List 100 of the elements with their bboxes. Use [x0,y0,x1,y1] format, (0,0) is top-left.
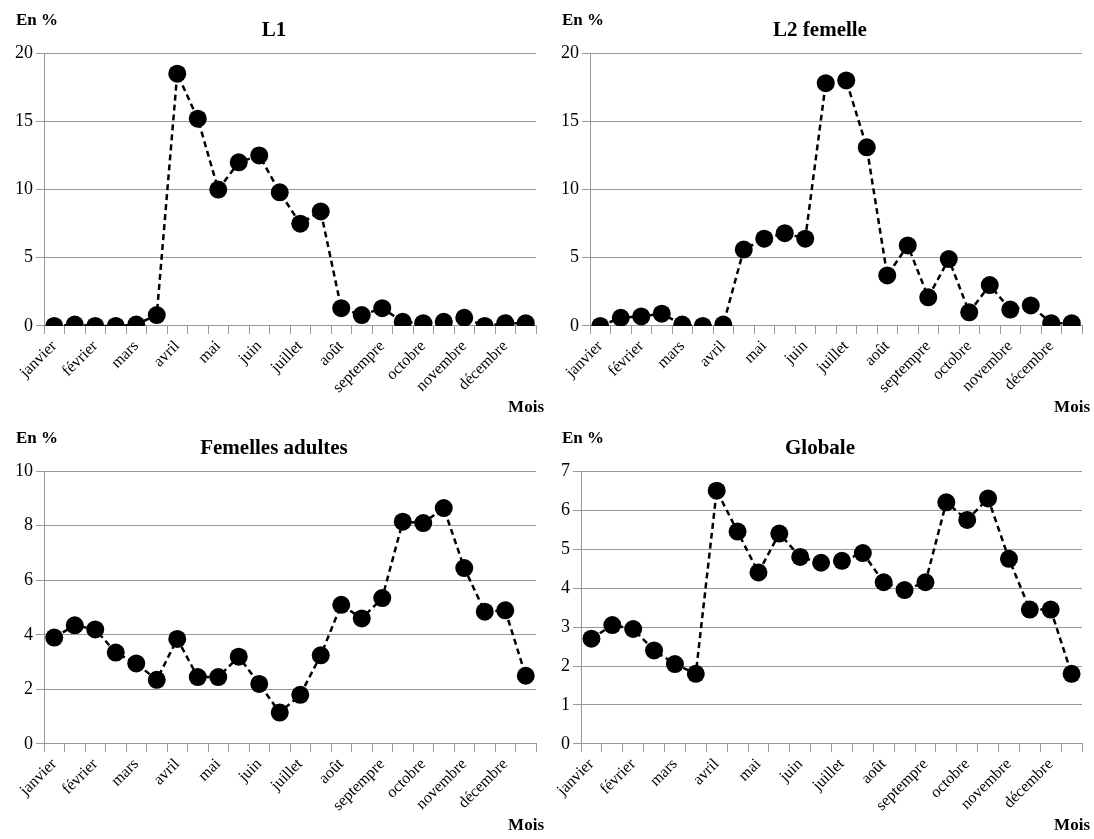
y-tick-label: 7 [561,459,570,480]
point [770,524,789,543]
y-tick-label: 15 [15,110,33,131]
point [632,307,651,326]
x-tick-label: avril [689,754,723,788]
point [229,647,248,666]
y-tick-label: 5 [24,246,33,267]
point [250,146,269,165]
y-tick-label: 10 [561,178,579,199]
y-tick-label: 0 [24,732,33,753]
x-tick-label: avril [695,336,729,370]
point [414,514,433,533]
chart-title: Femelles adultes [200,435,348,460]
point [311,202,330,221]
x-tick-label: avril [149,754,183,788]
x-tick-label: mars [653,336,688,371]
point [352,609,371,628]
point [916,573,935,592]
x-axis-title: Mois [508,814,545,834]
point [775,224,794,243]
y-tick-label: 0 [561,732,570,753]
x-tick-label: mai [194,754,224,784]
point [127,654,146,673]
point [895,581,914,600]
point [270,703,289,722]
x-tick-label: mai [734,754,764,784]
point [603,616,622,635]
y-axis-title: En % [562,9,605,29]
point [475,602,494,621]
point [86,620,105,639]
chart-title: Globale [784,435,856,460]
point [45,628,64,647]
point [393,512,412,531]
point [939,250,958,269]
point [755,229,774,248]
point [582,629,601,648]
x-tick-label: mars [107,754,142,789]
x-tick-label: mars [646,754,681,789]
point [796,229,815,248]
chart-title: L2 femelle [773,17,867,42]
y-tick-label: 20 [561,41,579,62]
x-axis-title: Mois [1054,396,1091,416]
point [853,544,872,563]
point [878,266,897,285]
y-tick-label: 4 [561,576,570,597]
point [812,553,831,572]
point [979,489,998,508]
point [1001,300,1020,319]
point [652,304,671,323]
point [291,214,310,233]
point [250,674,269,693]
point [209,180,228,199]
point [728,522,747,541]
point [496,601,515,620]
y-tick-label: 6 [561,498,570,519]
chart-title: L1 [261,17,287,42]
point [168,629,187,648]
point [270,183,289,202]
point [980,276,999,295]
point [707,481,726,500]
y-tick-label: 4 [24,623,33,644]
point [229,153,248,172]
point [958,510,977,529]
point [611,308,630,326]
point [832,551,851,570]
x-tick-label: juin [234,754,266,786]
y-axis-title: En % [562,427,605,447]
y-tick-label: 8 [24,514,33,535]
y-tick-label: 2 [561,654,570,675]
point [734,240,753,259]
point [516,666,535,685]
point [960,303,979,322]
point [434,499,453,518]
point [686,664,705,683]
x-tick-label: mars [107,336,142,371]
point [791,547,810,566]
x-tick-label: juin [780,336,812,368]
y-tick-label: 2 [24,678,33,699]
point [1021,296,1040,315]
y-tick-label: 20 [15,41,33,62]
point [332,595,351,614]
point [898,236,917,255]
y-tick-label: 0 [24,314,33,335]
y-tick-label: 10 [15,459,33,480]
point [455,559,474,578]
point [645,641,664,660]
x-tick-label: mai [194,336,224,366]
point [311,646,330,665]
point [665,655,684,674]
x-tick-label: mai [740,336,770,366]
point [999,549,1018,568]
point [857,138,876,157]
y-tick-label: 3 [561,615,570,636]
point [816,74,835,93]
x-tick-label: juin [774,754,806,786]
y-tick-label: 15 [561,110,579,131]
point [749,563,768,582]
y-tick-label: 10 [15,178,33,199]
y-tick-label: 5 [570,246,579,267]
point [291,685,310,704]
